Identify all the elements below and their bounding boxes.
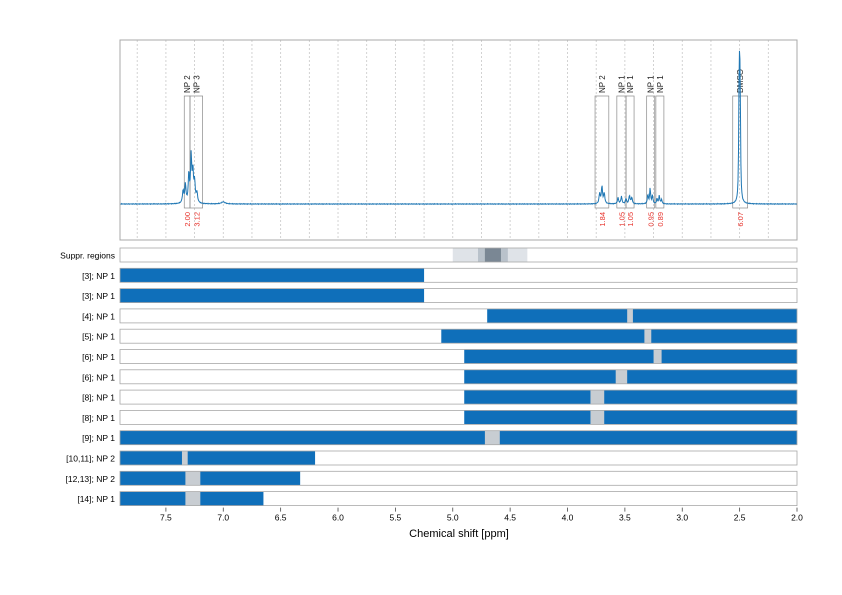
row-label: Suppr. regions <box>60 251 115 261</box>
peak-integral-value: 0.89 <box>656 212 665 227</box>
range-bar <box>120 451 316 465</box>
range-gap <box>590 390 605 405</box>
spectrum-trace <box>119 50 798 206</box>
row-label: [14]; NP 1 <box>77 494 115 504</box>
peak-annotation-label: NP 2 <box>183 75 192 93</box>
range-row-frame <box>119 369 798 385</box>
row-label: [9]; NP 1 <box>82 433 115 443</box>
range-row-frame <box>119 450 798 466</box>
peak-integral-value: 2.00 <box>183 212 192 227</box>
range-gap <box>484 430 500 445</box>
range-gap <box>185 491 201 506</box>
range-row-frame <box>119 430 798 446</box>
range-row-frame <box>119 389 798 405</box>
row-label: [3]; NP 1 <box>82 271 115 281</box>
row-label: [8]; NP 1 <box>82 393 115 403</box>
peak-integral-value: 3.12 <box>192 212 201 227</box>
range-row-frame <box>119 288 798 304</box>
range-bar <box>120 471 301 486</box>
peak-annotation-label: NP 1 <box>647 75 656 93</box>
x-tick-label: 5.0 <box>447 513 459 523</box>
peak-annotation-box <box>189 95 203 209</box>
peak-integral-value: 1.05 <box>617 212 626 227</box>
peak-annotation-label: NP 1 <box>626 75 635 93</box>
x-tick-label: 7.5 <box>160 513 172 523</box>
peak-annotation-label: DMSO <box>736 69 745 93</box>
peak-annotation-label: NP 2 <box>598 75 607 93</box>
peak-annotation-box <box>594 95 610 209</box>
row-label: [10,11]; NP 2 <box>66 454 115 464</box>
peak-annotation-box <box>646 95 656 209</box>
row-label: [4]; NP 1 <box>82 311 115 321</box>
x-axis-title: Chemical shift [ppm] <box>409 528 509 540</box>
row-label: [6]; NP 1 <box>82 352 115 362</box>
range-bar <box>441 329 797 344</box>
row-label: [5]; NP 1 <box>82 332 115 342</box>
peak-annotation-label: NP 1 <box>617 75 626 93</box>
range-bar <box>120 268 425 283</box>
x-axis: 7.5 7.0 6.5 6.0 5.5 5.0 4.5 4.0 3.5 3.0 2.5 2.0 <box>160 507 803 523</box>
range-bar <box>487 308 797 323</box>
x-tick-label: 6.5 <box>275 513 287 523</box>
spectrum-panel: NP 2 2.00 NP 3 3.12 NP 2 1.84 NP 1 1.05 NP 1 1.05… <box>119 39 798 241</box>
range-row-frame <box>119 267 798 283</box>
peak-integral-value: 1.84 <box>598 212 607 227</box>
range-bar <box>464 349 797 364</box>
range-row-frame <box>119 328 798 344</box>
x-tick-label: 2.5 <box>734 513 746 523</box>
range-row-frame <box>119 409 798 425</box>
x-tick-label: 5.5 <box>389 513 401 523</box>
peak-annotation-label: NP 3 <box>192 75 201 93</box>
range-gap <box>627 308 633 323</box>
range-gap <box>185 471 201 486</box>
range-bar <box>120 288 425 303</box>
peak-annotation-box <box>183 95 191 209</box>
x-tick-label: 6.0 <box>332 513 344 523</box>
peak-integral-value: 1.05 <box>626 212 635 227</box>
row-label: [12,13]; NP 2 <box>66 474 116 484</box>
x-tick-label: 4.0 <box>562 513 574 523</box>
range-row-frame <box>119 470 798 486</box>
suppression-band <box>484 248 501 262</box>
range-bar <box>120 430 797 445</box>
range-gap <box>644 329 652 344</box>
range-gap <box>590 410 605 425</box>
x-tick-label: 2.0 <box>791 513 803 523</box>
range-row-frame <box>119 308 798 324</box>
x-tick-label: 4.5 <box>504 513 516 523</box>
peak-annotation-box <box>655 95 665 209</box>
peak-integral-value: 0.95 <box>647 212 656 227</box>
range-panel: Suppr. regions [3]; NP 1 [3]; NP 1 [4]; NP … <box>60 247 798 507</box>
suppression-row-frame <box>119 247 798 263</box>
range-gap <box>181 451 188 465</box>
row-label: [8]; NP 1 <box>82 413 115 423</box>
range-row-frame <box>119 491 798 507</box>
spectrum-frame <box>119 39 798 241</box>
peak-annotation-box <box>625 95 635 209</box>
x-tick-label: 3.5 <box>619 513 631 523</box>
peak-integral-value: 6.07 <box>736 212 745 227</box>
range-bar <box>464 369 797 384</box>
range-bar <box>464 410 797 425</box>
row-label: [6]; NP 1 <box>82 372 115 382</box>
range-row-frame <box>119 349 798 364</box>
range-gap <box>615 369 628 384</box>
row-label: [3]; NP 1 <box>82 291 115 301</box>
x-tick-label: 3.0 <box>676 513 688 523</box>
range-gap <box>653 349 662 364</box>
range-bar <box>464 390 797 405</box>
x-tick-label: 7.0 <box>217 513 229 523</box>
peak-annotation-label: NP 1 <box>656 75 665 93</box>
